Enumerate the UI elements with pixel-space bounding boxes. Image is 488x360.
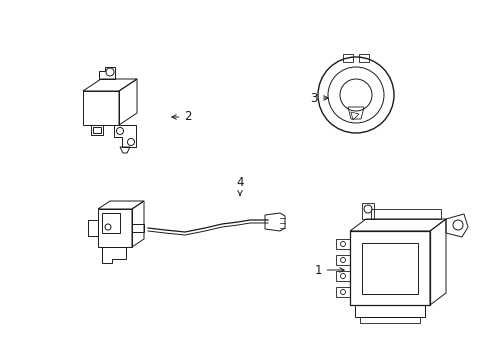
Text: 2: 2 — [171, 111, 191, 123]
Text: 3: 3 — [310, 91, 327, 104]
Bar — [361, 243, 417, 294]
Text: 1: 1 — [314, 264, 344, 276]
Text: 4: 4 — [236, 176, 243, 195]
Bar — [102, 213, 120, 233]
Bar — [93, 127, 101, 133]
